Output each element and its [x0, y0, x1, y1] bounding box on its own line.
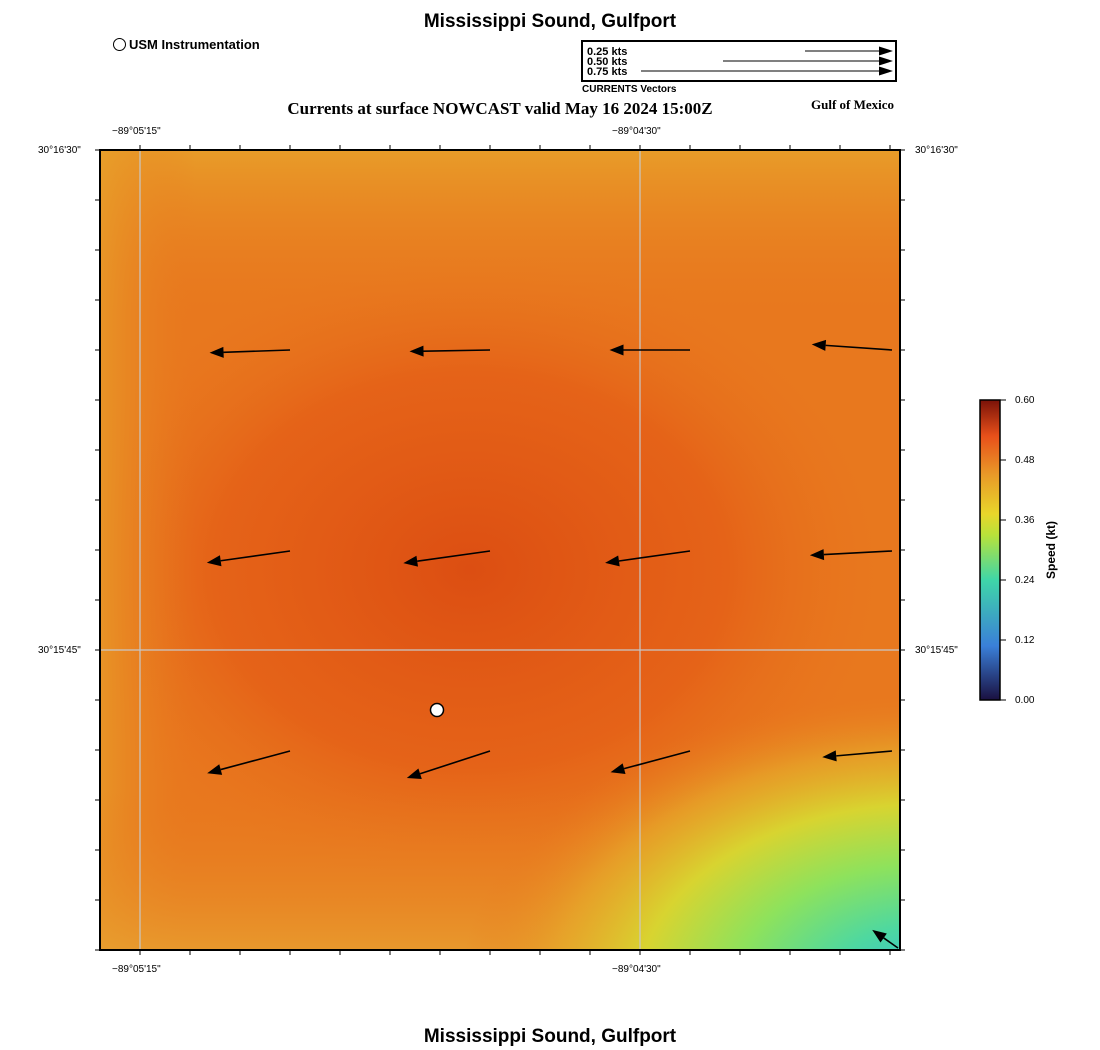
- lat-label-left-2: 30°15'45": [38, 645, 81, 656]
- speed-field: [100, 150, 900, 950]
- lat-label-right-1: 30°16'30": [915, 145, 958, 156]
- current-vector: [409, 345, 491, 357]
- current-vector: [605, 550, 691, 567]
- colorbar: [979, 399, 1001, 701]
- current-vector: [403, 550, 491, 567]
- station-legend: USM Instrumentation: [113, 37, 260, 52]
- lon-label-top-2: −89°04'30": [612, 126, 661, 137]
- vector-legend-arrows: [641, 46, 893, 76]
- lon-label-bottom-1: −89°05'15": [112, 964, 161, 975]
- current-vector: [822, 750, 893, 762]
- colorbar-tick-label: 0.24: [1015, 575, 1035, 586]
- current-vector: [609, 344, 690, 356]
- vector-legend: 0.25 kts 0.50 kts 0.75 kts: [581, 40, 897, 82]
- usm-station-marker[interactable]: [429, 702, 445, 718]
- current-vector: [207, 750, 291, 775]
- current-vector: [809, 549, 893, 561]
- graticule: [100, 150, 900, 950]
- current-vector: [209, 346, 291, 358]
- footer-title: Mississippi Sound, Gulfport: [423, 1026, 677, 1047]
- colorbar-tick-label: 0.00: [1015, 695, 1035, 706]
- vector-legend-arrow-2: [723, 56, 893, 66]
- colorbar-ticks: [1000, 399, 1006, 701]
- colorbar-label: Speed (kt): [1044, 520, 1058, 580]
- map-subtitle: Currents at surface NOWCAST valid May 16…: [287, 99, 713, 118]
- colorbar-tick-label: 0.60: [1015, 395, 1035, 406]
- vector-legend-caption: CURRENTS Vectors: [582, 84, 677, 95]
- current-vector: [872, 929, 899, 949]
- colorbar-tick-label: 0.36: [1015, 515, 1035, 526]
- current-vector: [811, 339, 893, 351]
- lat-label-right-2: 30°15'45": [915, 645, 958, 656]
- current-vectors: [206, 339, 899, 949]
- current-vector: [206, 550, 291, 567]
- vector-legend-arrow-3: [641, 66, 893, 76]
- region-label: Gulf of Mexico: [811, 97, 895, 112]
- station-legend-label: USM Instrumentation: [129, 37, 260, 52]
- vector-legend-label-3: 0.75 kts: [587, 66, 628, 78]
- current-vector: [610, 750, 691, 774]
- vector-legend-label-1: 0.25 kts: [587, 46, 628, 58]
- current-vector: [406, 750, 491, 779]
- vector-legend-label-2: 0.50 kts: [587, 56, 628, 68]
- map-title: Mississippi Sound, Gulfport: [423, 11, 677, 32]
- lon-label-top-1: −89°05'15": [112, 126, 161, 137]
- lat-label-left-1: 30°16'30": [38, 145, 81, 156]
- lon-label-bottom-2: −89°04'30": [612, 964, 661, 975]
- colorbar-tick-label: 0.48: [1015, 455, 1035, 466]
- vector-legend-arrow-1: [805, 46, 893, 56]
- frame-ticks: [95, 145, 905, 955]
- station-marker-icon: [113, 38, 126, 51]
- colorbar-tick-label: 0.12: [1015, 635, 1035, 646]
